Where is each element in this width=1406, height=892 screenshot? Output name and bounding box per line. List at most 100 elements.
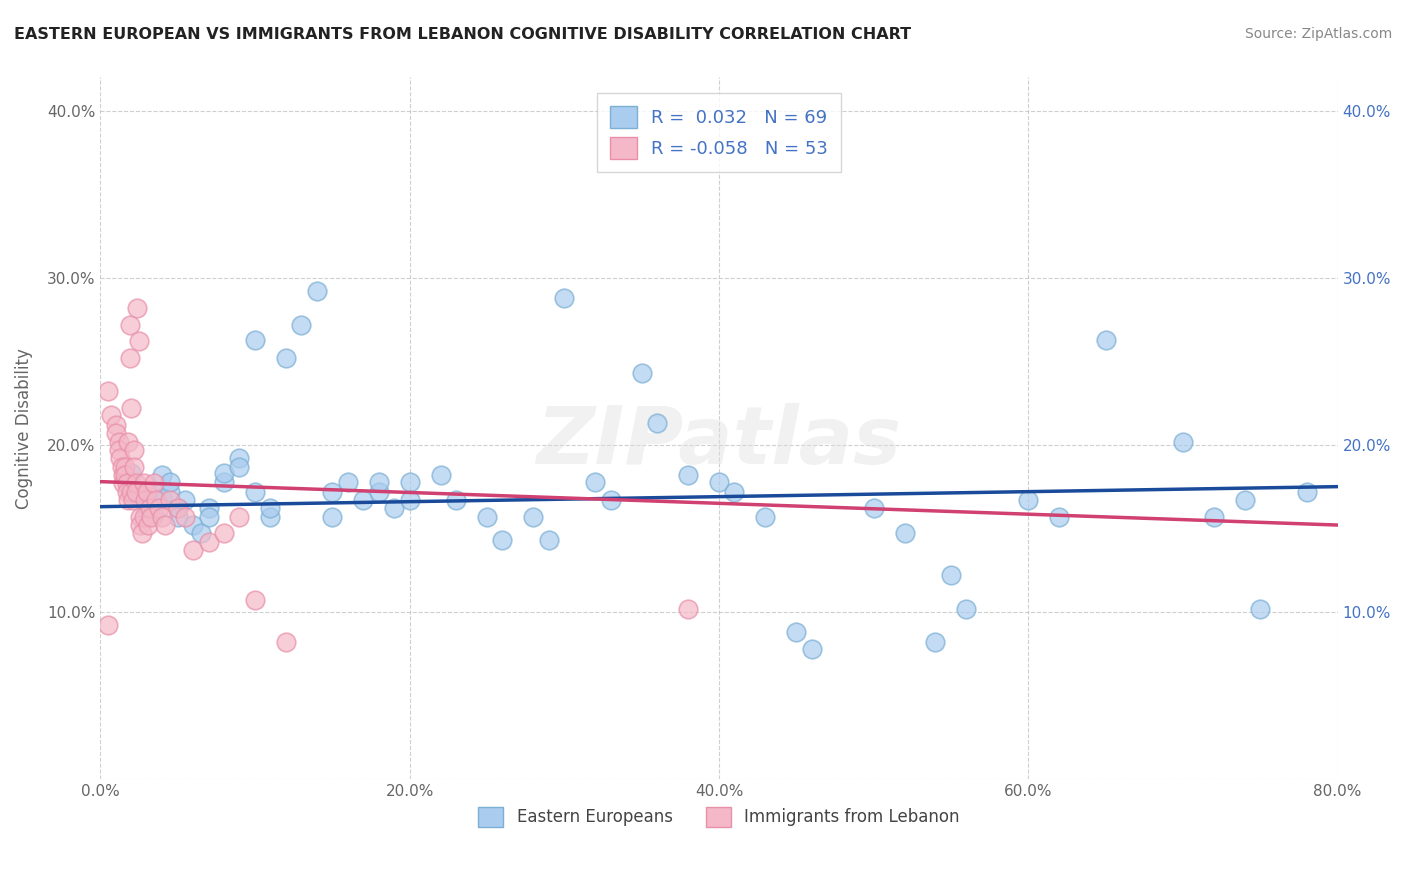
Point <box>132 476 155 491</box>
Point <box>104 426 127 441</box>
Point <box>955 601 977 615</box>
Point <box>259 509 281 524</box>
Point <box>290 318 312 332</box>
Point <box>491 533 513 547</box>
Point <box>181 518 204 533</box>
Point <box>131 526 153 541</box>
Point <box>108 434 131 449</box>
Point <box>118 318 141 332</box>
Point <box>1017 493 1039 508</box>
Point <box>129 509 152 524</box>
Point <box>139 501 162 516</box>
Point <box>522 509 544 524</box>
Point <box>1295 484 1317 499</box>
Point <box>117 493 139 508</box>
Point <box>367 484 389 499</box>
Point <box>228 451 250 466</box>
Point <box>212 526 235 541</box>
Point <box>128 484 150 499</box>
Point <box>181 543 204 558</box>
Point <box>398 475 420 489</box>
Point <box>118 351 141 365</box>
Point <box>212 475 235 489</box>
Point <box>108 442 131 457</box>
Point <box>115 484 138 499</box>
Point <box>124 459 146 474</box>
Point <box>336 475 359 489</box>
Point <box>136 518 159 533</box>
Point <box>120 484 142 499</box>
Point <box>110 451 132 466</box>
Point <box>141 509 163 524</box>
Point <box>145 493 167 508</box>
Point <box>121 493 143 508</box>
Point <box>274 635 297 649</box>
Point <box>537 533 560 547</box>
Point <box>676 601 699 615</box>
Point <box>166 501 188 516</box>
Point <box>120 480 142 494</box>
Point <box>599 493 621 508</box>
Point <box>382 501 405 516</box>
Point <box>228 459 250 474</box>
Point <box>197 534 219 549</box>
Point <box>114 467 136 482</box>
Point <box>135 484 157 499</box>
Point <box>129 518 152 533</box>
Point <box>800 641 823 656</box>
Point <box>112 476 135 491</box>
Point <box>444 493 467 508</box>
Point <box>100 408 122 422</box>
Point <box>197 501 219 516</box>
Point <box>150 491 173 506</box>
Point <box>155 518 177 533</box>
Point <box>159 475 181 489</box>
Point <box>120 401 142 416</box>
Point <box>166 501 188 516</box>
Text: ZIPatlas: ZIPatlas <box>537 403 901 481</box>
Point <box>645 416 668 430</box>
Point <box>143 476 166 491</box>
Point <box>150 509 173 524</box>
Point <box>243 484 266 499</box>
Point <box>1202 509 1225 524</box>
Point <box>259 501 281 516</box>
Point <box>159 484 181 499</box>
Point <box>111 459 134 474</box>
Point <box>114 459 136 474</box>
Point <box>939 568 962 582</box>
Point <box>1233 493 1256 508</box>
Text: Source: ZipAtlas.com: Source: ZipAtlas.com <box>1244 27 1392 41</box>
Point <box>862 501 884 516</box>
Point <box>228 509 250 524</box>
Point <box>321 484 343 499</box>
Point <box>274 351 297 365</box>
Point <box>135 500 157 514</box>
Point <box>553 291 575 305</box>
Point <box>1171 434 1194 449</box>
Legend: Eastern Europeans, Immigrants from Lebanon: Eastern Europeans, Immigrants from Leban… <box>471 800 966 834</box>
Point <box>754 509 776 524</box>
Point <box>429 467 451 482</box>
Y-axis label: Cognitive Disability: Cognitive Disability <box>15 348 32 508</box>
Point <box>134 493 156 508</box>
Point <box>97 618 120 632</box>
Point <box>174 493 197 508</box>
Point <box>676 467 699 482</box>
Point <box>367 475 389 489</box>
Point <box>1249 601 1271 615</box>
Point <box>97 384 120 399</box>
Point <box>125 476 148 491</box>
Point <box>104 417 127 432</box>
Point <box>398 493 420 508</box>
Point <box>190 526 212 541</box>
Point <box>707 475 730 489</box>
Point <box>583 475 606 489</box>
Point <box>212 467 235 481</box>
Point <box>112 467 135 482</box>
Point <box>135 508 157 522</box>
Point <box>197 509 219 524</box>
Text: EASTERN EUROPEAN VS IMMIGRANTS FROM LEBANON COGNITIVE DISABILITY CORRELATION CHA: EASTERN EUROPEAN VS IMMIGRANTS FROM LEBA… <box>14 27 911 42</box>
Point <box>305 284 328 298</box>
Point <box>120 467 142 481</box>
